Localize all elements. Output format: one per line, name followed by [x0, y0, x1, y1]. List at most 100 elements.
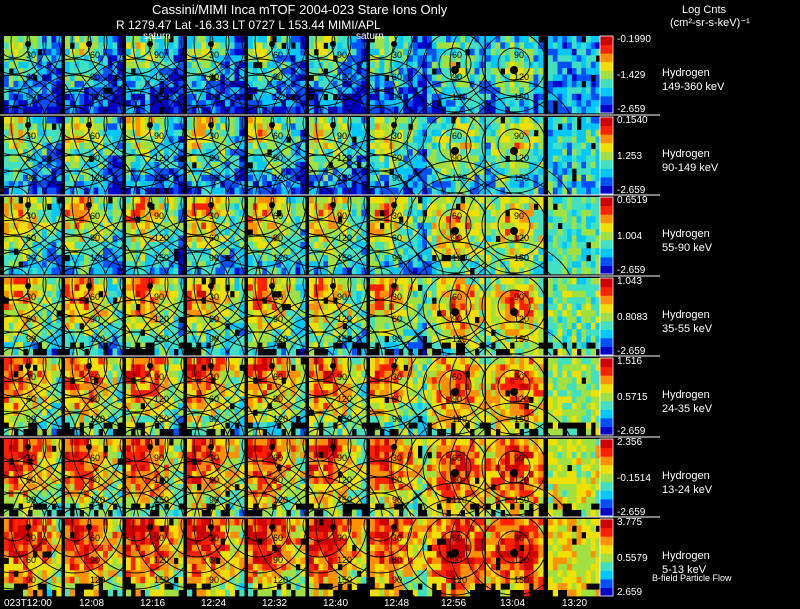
heatmap-cell — [117, 303, 123, 311]
heatmap-cell — [159, 168, 165, 176]
heatmap-cell — [446, 168, 452, 176]
heatmap-cell — [495, 42, 501, 50]
heatmap-cell — [220, 117, 226, 124]
heatmap-cell — [514, 197, 520, 204]
heatmap-cell — [178, 241, 184, 249]
heatmap-cell — [455, 261, 461, 268]
heatmap-cell — [581, 174, 587, 182]
heatmap-cell — [178, 329, 184, 337]
heatmap-cell — [103, 248, 109, 256]
heatmap-cell — [18, 222, 24, 230]
heatmap-cell — [509, 168, 515, 176]
heatmap-cell — [323, 209, 329, 217]
heatmap-cell — [168, 181, 174, 188]
heatmap-cell — [210, 241, 216, 249]
heatmap-cell — [8, 348, 14, 356]
heatmap-cell — [441, 222, 447, 230]
heatmap-cell — [276, 74, 282, 82]
heatmap-cell — [65, 209, 71, 217]
heatmap-cell — [384, 142, 390, 150]
heatmap-cell — [318, 222, 324, 230]
heatmap-cell — [117, 348, 123, 356]
heatmap-cell — [88, 174, 94, 182]
heatmap-cell — [519, 209, 525, 217]
heatmap-cell — [562, 100, 568, 107]
heatmap-cell — [469, 61, 475, 69]
heatmap-cell — [313, 229, 319, 236]
heatmap-cell — [93, 117, 99, 124]
heatmap-cell — [173, 316, 179, 324]
heatmap-cell — [427, 142, 433, 150]
heatmap-cell — [37, 297, 43, 305]
heatmap-cell — [581, 197, 587, 204]
heatmap-cell — [98, 329, 104, 337]
heatmap-cell — [145, 106, 151, 114]
heatmap-cell — [500, 87, 506, 95]
heatmap-cell — [571, 229, 577, 236]
heatmap-cell — [571, 241, 577, 249]
heatmap-cell — [389, 254, 395, 262]
heatmap-cell — [168, 241, 174, 249]
heatmap-cell — [495, 74, 501, 82]
heatmap-cell — [398, 235, 404, 243]
heatmap-cell — [168, 267, 174, 275]
heatmap-cell — [562, 61, 568, 69]
heatmap-cell — [281, 55, 287, 63]
heatmap-cell — [393, 136, 399, 144]
heatmap-cell — [103, 181, 109, 188]
heatmap-cell — [154, 100, 160, 107]
contour-line — [87, 154, 185, 252]
heatmap-cell — [112, 48, 118, 56]
heatmap-cell — [557, 174, 563, 182]
heatmap-cell — [403, 68, 409, 75]
heatmap-cell — [552, 161, 558, 169]
heatmap-cell — [69, 297, 75, 305]
heatmap-cell — [495, 203, 501, 211]
heatmap-cell — [103, 235, 109, 243]
heatmap-cell — [168, 229, 174, 236]
heatmap-cell — [486, 100, 492, 107]
heatmap-cell — [248, 155, 254, 163]
heatmap-cell — [332, 87, 338, 95]
heatmap-cell — [552, 168, 558, 176]
heatmap-cell — [342, 80, 348, 88]
heatmap-cell — [154, 248, 160, 256]
heatmap-cell — [140, 55, 146, 63]
heatmap-cell — [51, 74, 57, 82]
heatmap-cell — [519, 216, 525, 224]
heatmap-cell — [295, 68, 301, 75]
heatmap-cell — [84, 329, 90, 337]
heatmap-cell — [431, 248, 437, 256]
heatmap-cell — [318, 136, 324, 144]
heatmap-cell — [117, 248, 123, 256]
contour-line — [270, 154, 368, 252]
heatmap-cell — [56, 129, 62, 137]
heatmap-cell — [474, 129, 480, 137]
heatmap-cell — [571, 222, 577, 230]
heatmap-cell — [103, 261, 109, 268]
heatmap-cell — [342, 123, 348, 131]
heatmap-cell — [337, 197, 343, 204]
heatmap-cell — [552, 149, 558, 156]
heatmap-cell — [342, 267, 348, 275]
heatmap-cell — [168, 80, 174, 88]
heatmap-cell — [210, 216, 216, 224]
heatmap-cell — [469, 187, 475, 195]
heatmap-cell — [417, 155, 423, 163]
heatmap-cell — [455, 106, 461, 114]
heatmap-cell — [262, 142, 268, 150]
heatmap-cell — [103, 203, 109, 211]
heatmap-cell — [455, 123, 461, 131]
heatmap-cell — [187, 181, 193, 188]
heatmap-cell — [107, 216, 113, 224]
heatmap-cell — [32, 209, 38, 217]
heatmap-cell — [356, 216, 362, 224]
heatmap-cell — [403, 161, 409, 169]
heatmap-cell — [65, 267, 71, 275]
heatmap-cell — [351, 155, 357, 163]
heatmap-cell — [548, 93, 554, 101]
heatmap-cell — [474, 209, 480, 217]
heatmap-cell — [168, 129, 174, 137]
heatmap-cell — [271, 136, 277, 144]
heatmap-cell — [562, 235, 568, 243]
